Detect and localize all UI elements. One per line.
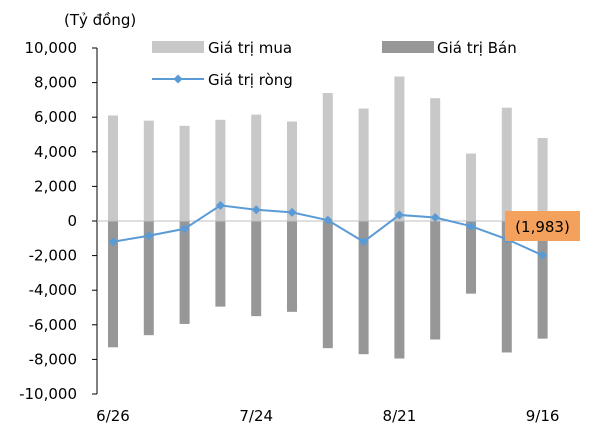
bar-sell — [466, 221, 476, 294]
bar-buy — [143, 120, 154, 221]
bar-buy — [179, 125, 190, 221]
bar-sell — [430, 221, 441, 340]
series-net-line — [108, 200, 548, 260]
bar-sell — [537, 221, 548, 339]
y-tick-label: 0 — [67, 212, 77, 230]
legend-label-net: Giá trị ròng — [208, 71, 293, 89]
bar-sell — [358, 221, 369, 355]
bar-buy — [394, 76, 405, 221]
legend-label-buy: Giá trị mua — [208, 39, 292, 57]
bar-buy — [430, 98, 441, 221]
y-tick-label: 10,000 — [25, 39, 78, 57]
legend-swatch-buy — [152, 41, 204, 53]
legend-label-sell: Giá trị Bán — [437, 39, 517, 57]
x-tick-label: 8/21 — [383, 407, 417, 425]
bar-buy — [537, 137, 548, 221]
y-tick-label: 2,000 — [34, 177, 77, 195]
bar-buy — [108, 115, 118, 221]
net-value-point — [430, 213, 440, 223]
net-value-point — [287, 207, 297, 217]
net-value-callout: (1,983) — [505, 211, 580, 241]
bar-buy — [501, 107, 512, 221]
y-tick-label: -4,000 — [29, 281, 77, 299]
net-value-point — [108, 237, 118, 247]
callout-box — [505, 211, 580, 241]
net-value-point — [251, 205, 261, 215]
x-tick-label: 9/16 — [526, 407, 560, 425]
net-value-point — [538, 250, 548, 260]
bar-buy — [215, 119, 226, 221]
series-sell-bars — [108, 221, 548, 359]
y-tick-label: 8,000 — [34, 74, 77, 92]
legend-swatch-sell — [382, 41, 434, 53]
y-tick-label: -10,000 — [19, 385, 77, 403]
y-tick-label: -2,000 — [29, 247, 77, 265]
y-tick-label: -8,000 — [29, 350, 77, 368]
legend-swatch-net-marker — [173, 74, 183, 84]
y-axis: 10,000 8,000 6,000 4,000 2,000 0 -2,000 -4,000 -… — [19, 39, 98, 403]
bar-sell — [394, 221, 405, 359]
series-buy-bars — [108, 76, 548, 221]
bar-sell — [179, 221, 190, 324]
bar-sell — [322, 221, 333, 349]
bar-buy — [287, 121, 297, 221]
y-tick-label: 6,000 — [34, 108, 77, 126]
bar-buy — [322, 92, 333, 221]
x-axis: 6/26 7/24 8/21 9/16 — [96, 407, 559, 425]
y-axis-label: (Tỷ đồng) — [64, 11, 136, 29]
net-value-point — [215, 200, 225, 210]
x-tick-label: 7/24 — [239, 407, 273, 425]
bar-sell — [143, 221, 154, 336]
net-value-point — [359, 237, 369, 247]
callout-label: (1,983) — [515, 218, 570, 236]
bar-sell — [215, 221, 226, 307]
net-value-point — [144, 231, 154, 241]
y-tick-label: -6,000 — [29, 316, 77, 334]
bar-buy — [358, 108, 369, 221]
net-value-point — [180, 224, 190, 234]
bar-sell — [501, 221, 512, 353]
bar-buy — [251, 114, 262, 221]
net-value-point — [394, 210, 404, 220]
bar-sell — [287, 221, 297, 312]
legend: Giá trị mua Giá trị Bán Giá trị ròng — [152, 39, 517, 89]
net-value-point — [466, 221, 476, 231]
bar-sell — [251, 221, 262, 317]
bar-sell — [108, 221, 118, 348]
net-value-point — [323, 215, 333, 225]
x-tick-label: 6/26 — [96, 407, 130, 425]
bar-buy — [466, 153, 476, 221]
y-tick-label: 4,000 — [34, 143, 77, 161]
